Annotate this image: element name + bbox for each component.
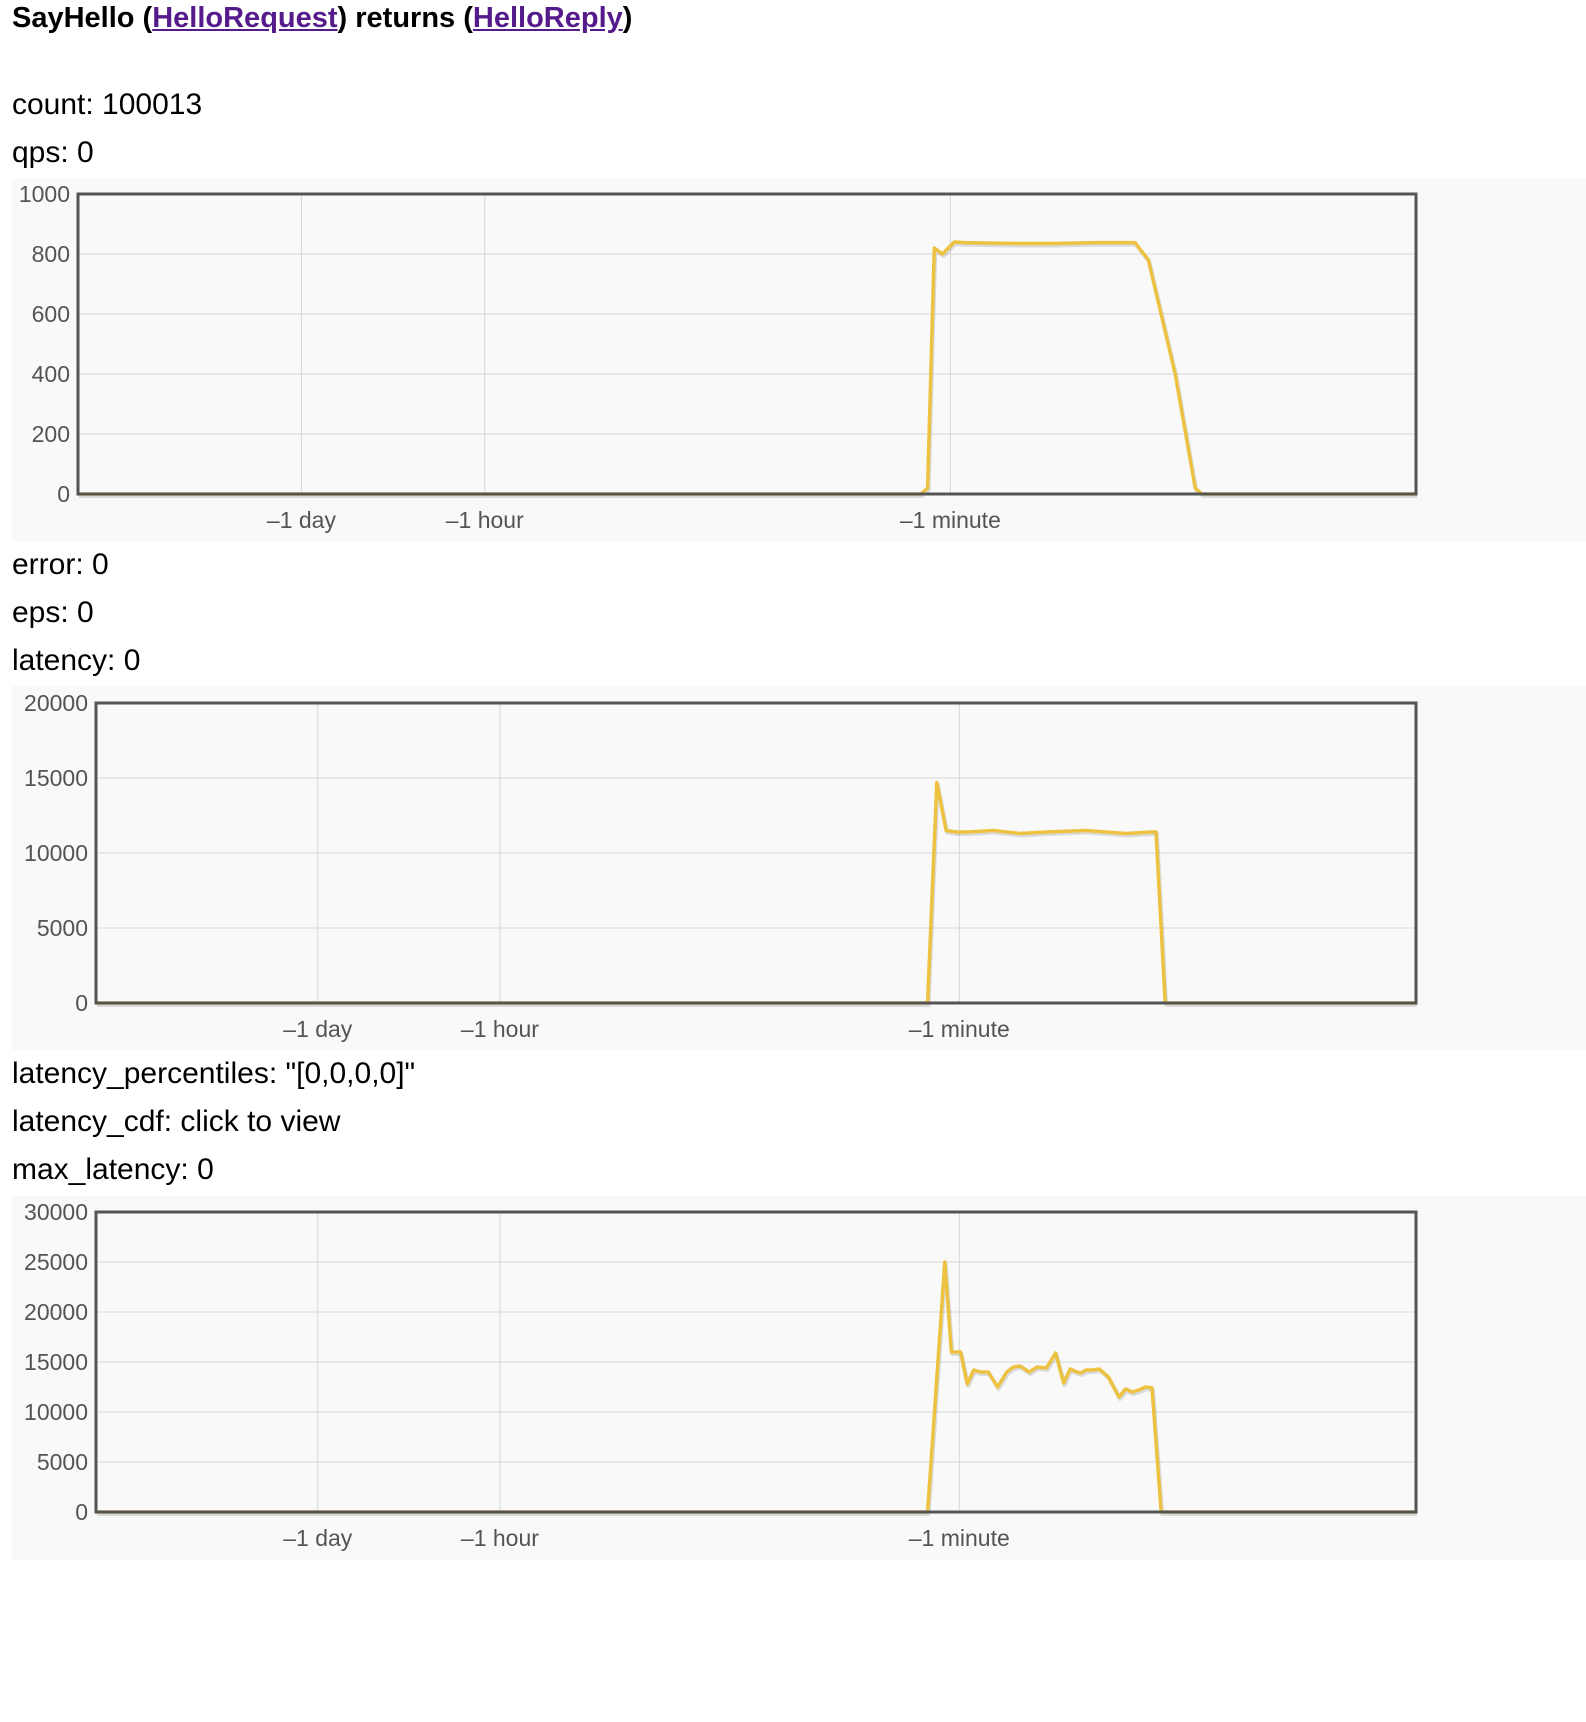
x-tick-label: –1 hour	[446, 507, 524, 533]
x-tick-label: –1 minute	[900, 507, 1001, 533]
y-tick-label: 20000	[24, 1299, 88, 1325]
x-tick-label: –1 minute	[909, 1525, 1010, 1551]
method-name: SayHello	[12, 2, 135, 34]
y-tick-label: 5000	[37, 1449, 88, 1475]
y-tick-label: 30000	[24, 1199, 88, 1225]
latency-chart[interactable]: 20000 15000 10000 5000 0 –1 day –1 hour –1 minu…	[12, 686, 1586, 1050]
y-tick-label: 15000	[24, 765, 88, 791]
reply-type-link[interactable]: HelloReply	[472, 2, 623, 34]
max-latency-stat[interactable]: max_latency: 0	[12, 1153, 214, 1186]
y-tick-label: 400	[32, 361, 70, 387]
title-returns-text: ) returns (	[337, 2, 473, 34]
x-tick-label: –1 day	[283, 1016, 353, 1042]
request-type-link[interactable]: HelloRequest	[152, 2, 338, 34]
x-tick-label: –1 hour	[461, 1016, 539, 1042]
error-stat: error: 0	[12, 548, 109, 581]
method-title: SayHello (HelloRequest) returns (HelloRe…	[12, 2, 632, 35]
qps-chart[interactable]: 1000 800 600 400 200 0 –1 day –1 hour –1 minute	[12, 178, 1586, 542]
y-tick-label: 1000	[19, 181, 70, 207]
latency-chart-svg: 20000 15000 10000 5000 0 –1 day –1 hour –1 minu…	[24, 690, 1418, 1042]
y-tick-label: 10000	[24, 840, 88, 866]
y-tick-label: 0	[57, 481, 70, 507]
y-tick-label: 600	[32, 301, 70, 327]
y-tick-label: 0	[75, 1499, 88, 1525]
y-tick-label: 20000	[24, 690, 88, 716]
y-tick-label: 5000	[37, 915, 88, 941]
title-close-paren: )	[622, 2, 633, 34]
plot-area	[78, 194, 1416, 494]
qps-chart-svg: 1000 800 600 400 200 0 –1 day –1 hour –1 minute	[19, 181, 1418, 533]
latency-cdf-stat[interactable]: latency_cdf: click to view	[12, 1105, 341, 1138]
y-tick-label: 0	[75, 990, 88, 1016]
x-tick-label: –1 day	[267, 507, 337, 533]
y-tick-label: 800	[32, 241, 70, 267]
y-tick-label: 25000	[24, 1249, 88, 1275]
max-latency-chart[interactable]: 30000 25000 20000 15000 10000 5000 0 –1 day –1 h…	[12, 1196, 1586, 1560]
plot-frame	[76, 192, 1418, 496]
eps-stat: eps: 0	[12, 596, 94, 629]
title-separator: (	[134, 2, 153, 34]
series-line	[78, 240, 1416, 496]
y-tick-label: 10000	[24, 1399, 88, 1425]
latency-stat[interactable]: latency: 0	[12, 644, 141, 677]
y-tick-label: 200	[32, 421, 70, 447]
y-tick-label: 15000	[24, 1349, 88, 1375]
x-tick-label: –1 hour	[461, 1525, 539, 1551]
latency-percentiles-stat: latency_percentiles: "[0,0,0,0]"	[12, 1057, 416, 1090]
max-latency-chart-svg: 30000 25000 20000 15000 10000 5000 0 –1 day –1 h…	[24, 1199, 1418, 1551]
x-tick-label: –1 minute	[909, 1016, 1010, 1042]
qps-stat[interactable]: qps: 0	[12, 136, 94, 169]
plot-frame	[94, 1210, 1418, 1514]
x-tick-label: –1 day	[283, 1525, 353, 1551]
plot-frame	[94, 701, 1418, 1005]
count-stat: count: 100013	[12, 88, 203, 121]
